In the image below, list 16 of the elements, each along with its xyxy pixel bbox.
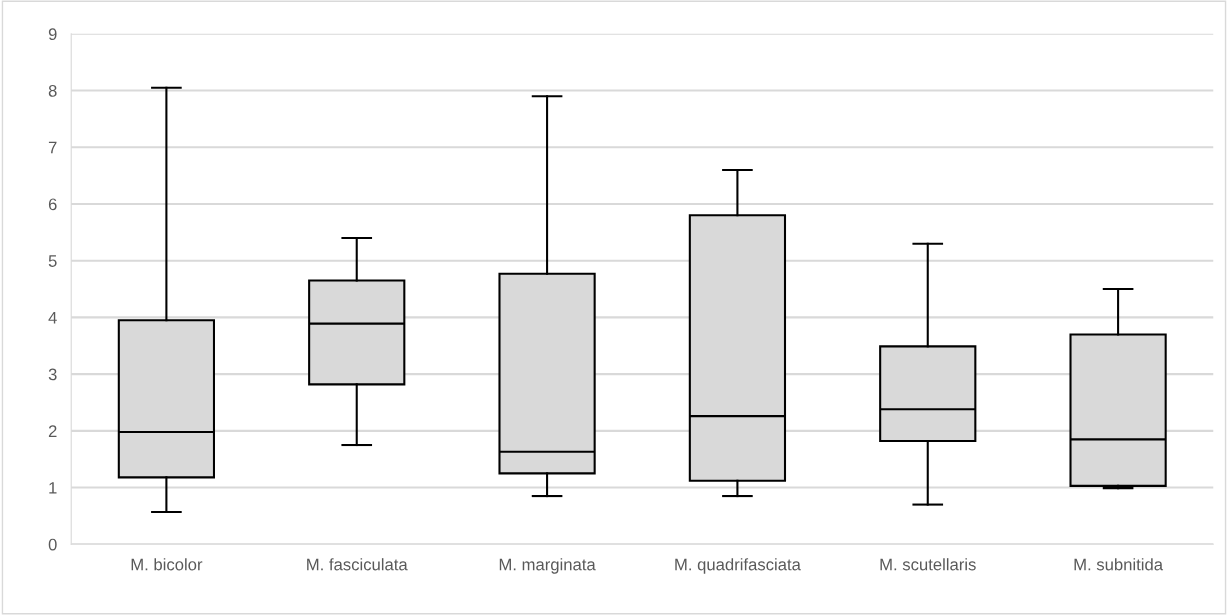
x-tick-label: M. marginata: [499, 558, 596, 574]
y-tick-label: 2: [48, 425, 57, 437]
x-tick-label: M. bicolor: [131, 558, 203, 571]
y-tick-label: 9: [48, 28, 57, 41]
y-tick-label: 8: [48, 84, 57, 97]
y-tick-label: 0: [48, 538, 57, 551]
y-tick-label: 1: [49, 482, 57, 494]
x-tick-label: M. quadrifasciata: [675, 558, 801, 574]
y-tick-label: 6: [48, 198, 57, 211]
y-tick-label: 5: [48, 255, 57, 267]
y-tick-label: 4: [48, 311, 57, 324]
y-tick-label: 7: [48, 141, 57, 154]
y-tick-label: 3: [48, 368, 57, 381]
x-tick-label: M. subnitida: [1074, 558, 1164, 571]
x-tick-label: M. scutellaris: [880, 558, 976, 571]
x-tick-label: M. fasciculata: [307, 558, 408, 571]
